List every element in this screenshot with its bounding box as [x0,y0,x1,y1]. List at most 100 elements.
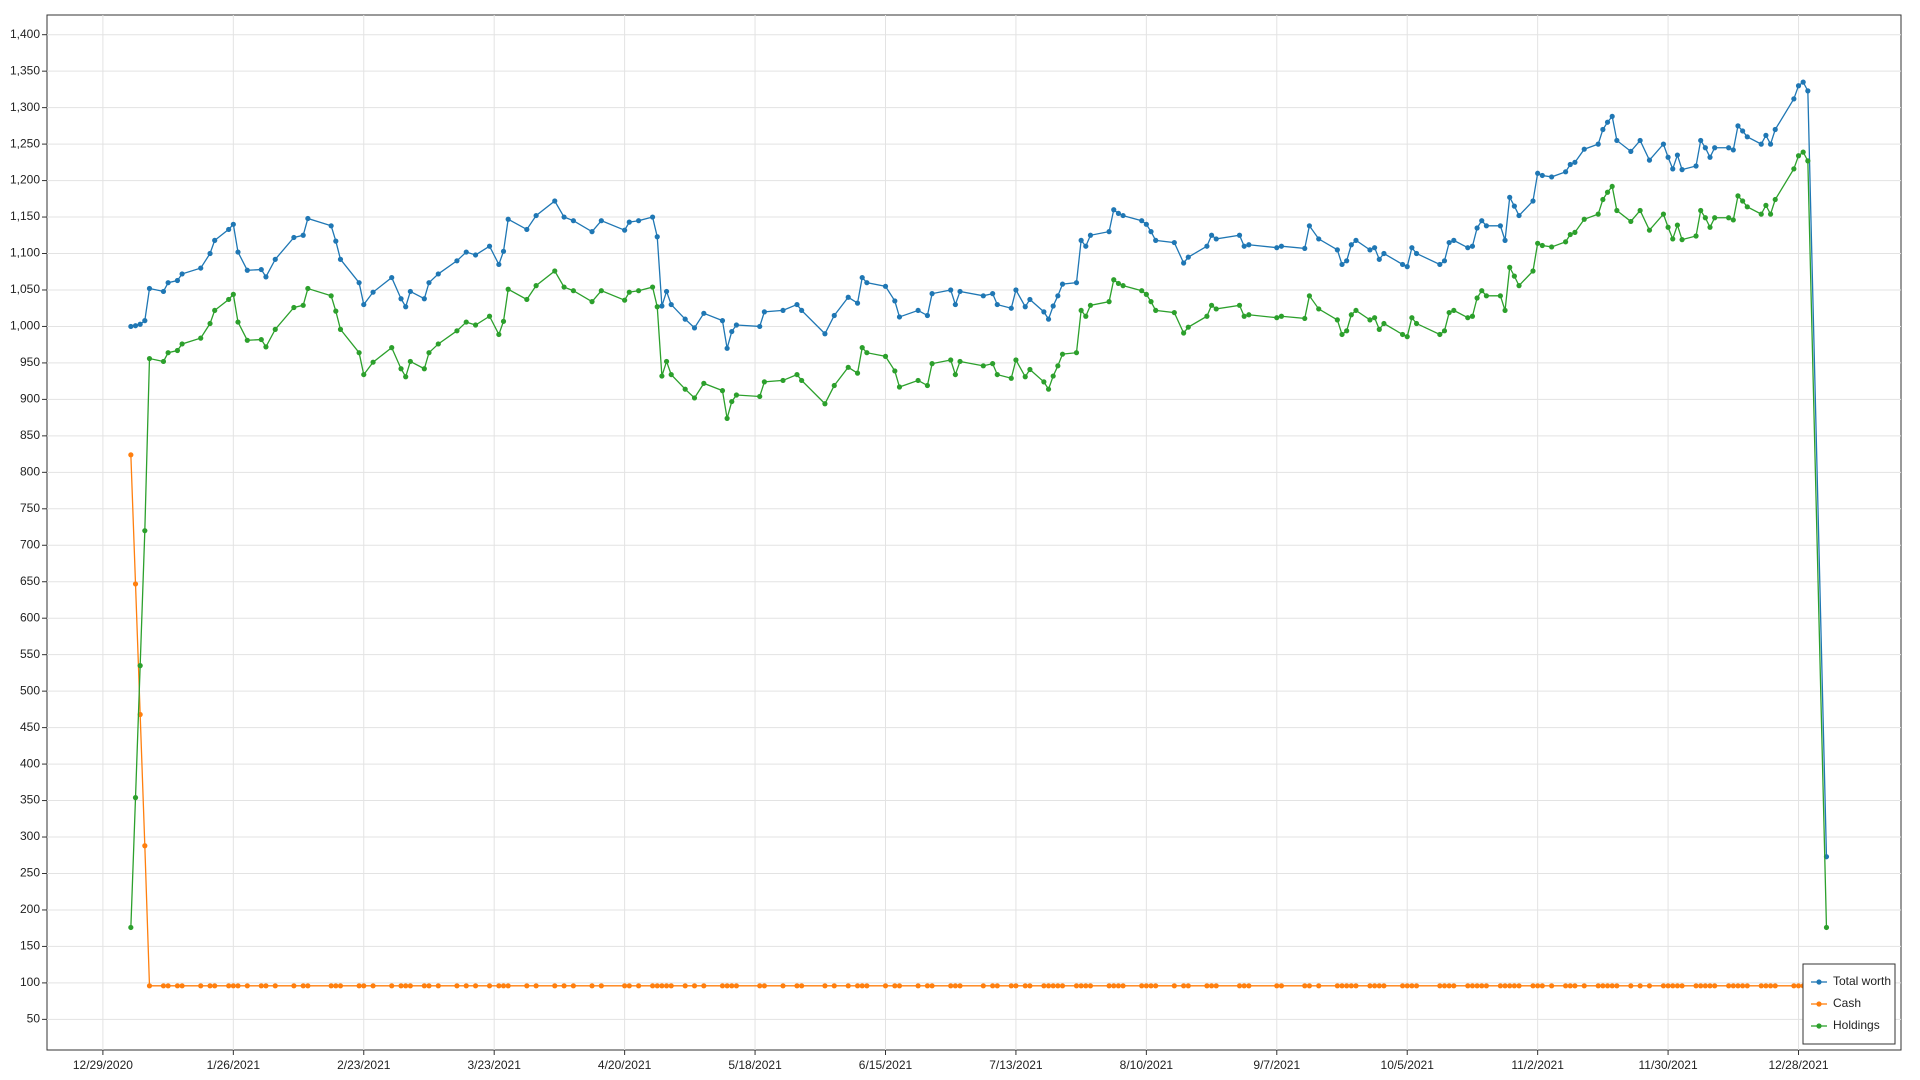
data-point [389,345,395,351]
data-point [1278,313,1285,319]
data-point [1241,983,1247,989]
data-point [896,983,903,989]
data-point [663,983,670,989]
data-point [1050,983,1056,989]
data-point [1376,983,1382,989]
data-point [1539,242,1545,249]
data-point [179,341,185,347]
legend: Total worth Cash Holdings [1802,963,1896,1045]
data-point [1614,137,1620,144]
data-point [1572,983,1578,989]
data-point [300,983,306,989]
data-point [361,301,367,308]
x-tick-label: 11/2/2021 [1511,1058,1564,1072]
data-point [1213,306,1219,312]
data-point [472,252,479,258]
data-point [990,361,996,367]
data-point [701,380,707,386]
data-point [1730,217,1736,223]
data-point [957,983,963,989]
data-point [533,983,539,989]
data-point [864,280,870,286]
data-point [724,345,730,351]
data-point [1483,983,1490,989]
data-point [1404,264,1410,270]
data-point [1348,983,1354,989]
data-point [1712,145,1718,151]
data-point [1744,134,1750,140]
data-point [435,271,441,277]
data-point [1073,983,1080,989]
data-point [668,301,674,308]
data-point [1511,273,1517,279]
y-tick-label: 200 [20,902,40,916]
y-tick-label: 1,100 [10,246,40,260]
data-point [882,983,889,989]
data-point [1372,983,1378,989]
data-point [1344,983,1350,989]
data-point [1404,334,1410,340]
data-point [1735,123,1741,129]
data-point [1730,983,1736,989]
data-point [1106,229,1112,235]
data-point [1758,141,1764,147]
data-point [719,983,726,989]
data-point [305,215,311,222]
data-point [1409,983,1415,989]
data-point [1572,229,1578,235]
data-point [398,366,404,372]
data-point [957,358,963,365]
data-point [1744,983,1750,989]
data-point [1376,326,1382,332]
data-point [1665,224,1671,230]
data-point [230,221,236,227]
data-point [822,331,828,337]
data-point [454,983,460,989]
data-point [244,337,250,343]
data-point [1712,215,1718,221]
data-point [598,218,604,224]
data-point [235,249,241,255]
data-point [1381,250,1387,257]
legend-label: Total worth [1833,974,1891,988]
data-point [1604,119,1611,125]
data-point [626,219,632,225]
data-point [1516,212,1522,219]
data-point [207,983,213,989]
data-point [822,401,828,407]
data-point [1693,233,1699,239]
data-point [1441,328,1448,334]
y-tick-label: 400 [20,756,40,770]
data-point [333,308,339,314]
data-point [729,398,735,405]
data-point [174,277,181,284]
y-tick-label: 900 [20,392,40,406]
data-point [924,983,931,989]
data-point [929,983,935,989]
data-point [1693,163,1699,169]
data-point [1409,245,1415,251]
data-point [994,371,1000,378]
data-point [757,323,763,330]
data-point [1115,280,1122,287]
data-point [226,226,232,233]
data-point [761,309,767,315]
data-point [1628,218,1634,225]
data-point [845,294,851,300]
data-point [1665,154,1671,160]
data-point [1483,293,1490,299]
legend-label: Cash [1833,996,1861,1010]
data-point [864,983,870,989]
data-point [589,299,595,305]
data-point [1805,158,1811,164]
data-point [1502,237,1508,243]
data-point [1451,307,1457,314]
data-point [1516,983,1522,989]
data-point [1213,236,1219,242]
data-point [1791,96,1797,102]
data-point [1185,324,1191,330]
data-point [1693,983,1699,989]
data-point [1581,146,1587,152]
data-point [1367,317,1373,323]
data-point [1073,350,1080,356]
